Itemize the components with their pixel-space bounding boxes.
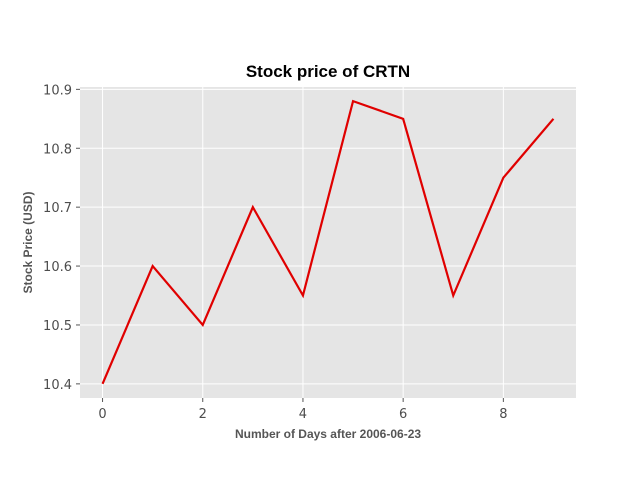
x-tick-label: 0: [98, 407, 106, 422]
grid-lines: [80, 87, 576, 398]
y-tick-label: 10.5: [43, 319, 72, 334]
chart-title: Stock price of CRTN: [246, 62, 410, 81]
series-lines: [101, 99, 555, 385]
x-tick-label: 6: [399, 407, 407, 422]
y-axis-label: Stock Price (USD): [21, 191, 35, 293]
axis-ticks: 0 2 4 6 8 10.4 10.5 10.6 10.7 10.8 10.9: [43, 83, 507, 422]
x-tick-label: 4: [299, 407, 307, 422]
x-axis-label: Number of Days after 2006-06-23: [235, 427, 421, 441]
x-tick-label: 8: [499, 407, 507, 422]
plot-area: [80, 87, 576, 398]
y-tick-label: 10.4: [43, 378, 72, 393]
y-tick-label: 10.6: [43, 260, 72, 275]
x-tick-label: 2: [199, 407, 207, 422]
series-line: [101, 99, 555, 385]
y-tick-label: 10.7: [43, 201, 72, 216]
y-tick-label: 10.8: [43, 142, 72, 157]
y-tick-label: 10.9: [43, 83, 72, 98]
